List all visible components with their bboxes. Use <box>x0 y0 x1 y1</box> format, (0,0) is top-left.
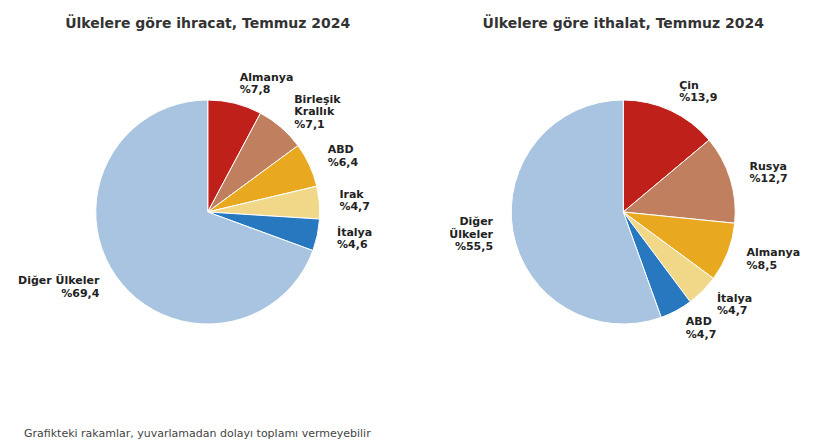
slice-label: İtalya <box>717 291 752 305</box>
chart-title: Ülkelere göre ihracat, Temmuz 2024 <box>65 14 350 31</box>
slice-value-label: %69,4 <box>61 287 100 300</box>
slice-label: ABD <box>328 143 354 156</box>
pie-panel: Ülkelere göre ihracat, Temmuz 2024 Almany… <box>18 14 372 324</box>
slice-label: Rusya <box>750 160 787 173</box>
slice-label: DiğerÜlkeler <box>449 215 493 241</box>
slice-value-label: %7,8 <box>240 83 271 96</box>
slice-value-label: %4,7 <box>686 328 717 341</box>
wedges <box>511 100 735 324</box>
labels: Çin%13,9Rusya%12,7Almanya%8,5İtalya%4,7A… <box>449 79 800 341</box>
slice-value-label: %4,7 <box>717 304 748 317</box>
slice-label: ABD <box>686 315 712 328</box>
wedges <box>96 100 320 324</box>
slice-value-label: %8,5 <box>747 259 778 272</box>
labels: Almanya%7,8 BirleşikKrallık%7,1ABD%6,4 Ira… <box>18 71 372 300</box>
chart-root: Ülkelere göre ihracat, Temmuz 2024 Almany… <box>0 0 831 447</box>
slice-value-label: %7,1 <box>294 118 325 131</box>
slice-label: Almanya <box>747 246 801 259</box>
slice-label: BirleşikKrallık <box>294 93 341 119</box>
slice-label: Almanya <box>240 71 294 84</box>
slice-value-label: %12,7 <box>750 172 788 185</box>
pie-slice <box>623 140 735 223</box>
slice-label: İtalya <box>337 225 372 239</box>
slice-label: Çin <box>679 79 699 92</box>
footnote: Grafikteki rakamlar, yuvarlamadan dolayı… <box>24 427 371 440</box>
slice-label: Diğer Ülkeler <box>18 273 100 287</box>
slice-value-label: %55,5 <box>455 240 493 253</box>
pie-slice <box>96 100 313 324</box>
slice-label: Irak <box>339 188 364 201</box>
pie-panel: Ülkelere göre ithalat, Temmuz 2024 Çin%13… <box>449 14 800 341</box>
slice-value-label: %4,6 <box>337 238 368 251</box>
slice-value-label: %6,4 <box>328 156 359 169</box>
slice-value-label: %13,9 <box>679 91 717 104</box>
pie-slice <box>511 100 661 324</box>
chart-title: Ülkelere göre ithalat, Temmuz 2024 <box>483 14 765 31</box>
slice-value-label: %4,7 <box>339 200 370 213</box>
